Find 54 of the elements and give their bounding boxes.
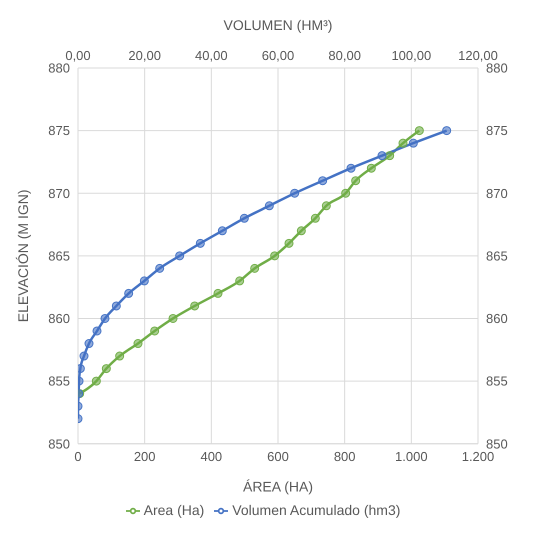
x-tick-label: 200 (134, 448, 156, 464)
y2-tick-label: 860 (486, 311, 508, 326)
x2-tick-label: 80,00 (328, 48, 361, 63)
y-tick-label: 875 (48, 123, 70, 138)
point (310, 214, 320, 223)
x2-tick-label: 20,00 (128, 48, 161, 63)
y-axis-title: ELEVACIÓN (M IGN) (14, 189, 31, 322)
point (150, 326, 160, 336)
point (296, 226, 306, 236)
legend-label: Area (Ha) (144, 502, 204, 518)
x-tick-label: 400 (200, 448, 222, 464)
x2-tick-label: 100,00 (391, 48, 432, 63)
point (284, 238, 294, 248)
y-tick-label: 870 (48, 186, 70, 201)
point (102, 364, 111, 374)
point (134, 339, 142, 348)
x-tick-label: 600 (267, 448, 289, 464)
x2-tick-label: 40,00 (195, 48, 228, 63)
point (270, 251, 280, 260)
point (92, 376, 101, 386)
point (168, 314, 178, 323)
point (398, 138, 408, 148)
y2-tick-label: 875 (486, 123, 508, 138)
y-tick-label: 850 (48, 436, 70, 452)
point (250, 264, 260, 273)
point (385, 151, 394, 160)
point (351, 176, 360, 186)
point (341, 188, 350, 198)
x-tick-label: 800 (334, 448, 356, 464)
y2-tick-label: 865 (486, 248, 508, 264)
point (322, 201, 331, 210)
y2-tick-label: 855 (486, 374, 508, 389)
y-tick-label: 865 (48, 248, 70, 264)
point (366, 164, 376, 173)
y-tick-label: 880 (48, 60, 70, 76)
legend-label: Volumen Acumulado (hm3) (232, 502, 400, 518)
y2-tick-label: 870 (486, 186, 508, 201)
y-tick-label: 855 (48, 374, 70, 389)
x2-tick-label: 0,00 (65, 48, 91, 63)
x2-tick-label: 60,00 (262, 48, 294, 63)
y2-tick-label: 850 (486, 436, 508, 452)
point (414, 126, 424, 136)
x-tick-label: 1.000 (395, 448, 428, 464)
point (235, 276, 244, 286)
y2-tick-label: 880 (486, 60, 508, 76)
x2-tick-label: 120,00 (458, 48, 498, 63)
x-tick-label: 1.200 (462, 448, 494, 464)
point (214, 288, 222, 298)
x-tick-label: 0 (74, 448, 82, 464)
point (115, 352, 124, 361)
point (190, 301, 200, 310)
x2-axis-title: VOLUMEN (HM³) (224, 16, 332, 33)
y-tick-label: 860 (48, 311, 70, 326)
x-axis-title: ÁREA (HA) (242, 478, 314, 495)
